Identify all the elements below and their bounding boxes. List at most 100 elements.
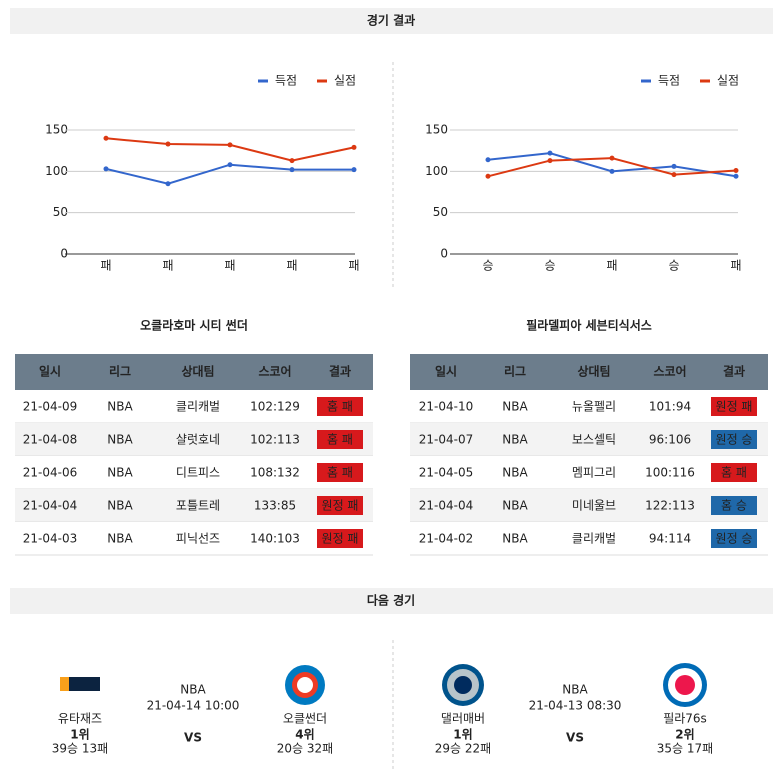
series-line (105, 137, 355, 162)
y-tick-label: 50 (433, 205, 448, 219)
table-cell: 101:94 (649, 400, 691, 414)
vs-label: VS (566, 731, 584, 745)
data-point (227, 162, 233, 168)
result-label: 홈 패 (327, 466, 353, 480)
table-row (15, 423, 373, 456)
x-tick-label: 승 (482, 259, 493, 273)
x-tick-label: 패 (286, 259, 297, 273)
series-line (105, 163, 354, 185)
data-point (609, 168, 615, 174)
table-cell: 108:132 (250, 466, 300, 480)
y-tick-label: 100 (425, 164, 448, 178)
table-cell: NBA (502, 433, 528, 447)
table-cell: 멤피그리 (572, 466, 616, 480)
table-cell: 클리캐벌 (572, 532, 616, 546)
team-logo (675, 675, 695, 695)
x-tick-label: 패 (162, 259, 173, 273)
data-point (547, 150, 553, 156)
team-record: 39승 13패 (52, 742, 108, 756)
data-point (103, 135, 109, 141)
table-row (410, 390, 768, 423)
table-cell: 뉴올펠리 (572, 400, 616, 414)
table-cell: NBA (502, 499, 528, 513)
section-title: 다음 경기 (367, 593, 415, 608)
table-row (410, 423, 768, 456)
y-tick-label: 0 (440, 247, 448, 261)
result-label: 원정 승 (716, 532, 753, 546)
table-header (15, 354, 373, 390)
table-cell: 100:116 (645, 466, 695, 480)
table-cell: 21-04-08 (23, 433, 77, 447)
result-badge (711, 430, 757, 449)
team-rank: 4위 (295, 728, 314, 742)
table-header (410, 354, 768, 390)
table-cell: 디트피스 (176, 466, 220, 480)
table-cell: 102:113 (250, 433, 300, 447)
result-badge (317, 430, 363, 449)
data-point (351, 144, 357, 150)
data-point (165, 181, 171, 187)
result-label: 홈 패 (721, 466, 747, 480)
table-row (15, 390, 373, 423)
legend-label: 득점 (275, 74, 297, 88)
column-header: 상대팀 (577, 364, 610, 379)
table-cell: 140:103 (250, 532, 300, 546)
table-cell: NBA (107, 532, 133, 546)
vs-label: VS (184, 731, 202, 745)
x-tick-label: 승 (544, 259, 555, 273)
data-point (485, 157, 491, 163)
team-logo (60, 677, 100, 691)
table-row (15, 522, 373, 555)
team-record: 29승 22패 (435, 742, 491, 756)
x-tick-label: 패 (730, 259, 741, 273)
result-label: 원정 패 (322, 532, 359, 546)
table-cell: 96:106 (649, 433, 691, 447)
data-point (733, 173, 739, 179)
data-point (485, 173, 491, 179)
column-header: 스코어 (653, 364, 686, 379)
team-title: 오클라호마 시티 썬더 (140, 318, 248, 333)
data-point (671, 163, 677, 169)
table-cell: 102:129 (250, 400, 300, 414)
result-label: 홈 승 (721, 499, 747, 513)
datetime: 21-04-13 08:30 (529, 699, 622, 713)
data-point (671, 172, 677, 178)
table-cell: 21-04-06 (23, 466, 77, 480)
table-cell: 21-04-02 (419, 532, 473, 546)
data-point (289, 167, 295, 173)
column-header: 일시 (435, 365, 457, 379)
result-badge (711, 397, 757, 416)
table-row (410, 456, 768, 489)
table-cell: 21-04-04 (23, 499, 77, 513)
team-record: 35승 17패 (657, 742, 713, 756)
result-badge (317, 529, 363, 548)
column-header: 리그 (109, 364, 131, 379)
league: NBA (562, 683, 588, 697)
y-tick-label: 50 (53, 205, 68, 219)
legend-label: 실점 (334, 74, 356, 88)
team-name: 댈러매버 (441, 712, 485, 726)
y-tick-label: 100 (45, 164, 68, 178)
column-header: 스코어 (258, 364, 291, 379)
table-cell: NBA (107, 466, 133, 480)
y-tick-label: 150 (45, 123, 68, 137)
table-cell: NBA (502, 466, 528, 480)
table-cell: 21-04-10 (419, 400, 473, 414)
data-point (733, 168, 739, 174)
team-rank: 1위 (453, 728, 472, 742)
team-logo (297, 677, 313, 693)
team-rank: 2위 (675, 728, 694, 742)
table-cell: NBA (502, 400, 528, 414)
legend-label: 득점 (658, 74, 680, 88)
header-bar (10, 8, 773, 34)
table-cell: NBA (107, 499, 133, 513)
data-point (227, 142, 233, 148)
table-row (15, 489, 373, 522)
header-title: 경기 결과 (367, 13, 415, 28)
data-point (609, 155, 615, 161)
column-header: 상대팀 (181, 364, 214, 379)
data-point (289, 158, 295, 164)
x-tick-label: 승 (668, 259, 679, 273)
team-name: 필라76s (663, 712, 707, 726)
